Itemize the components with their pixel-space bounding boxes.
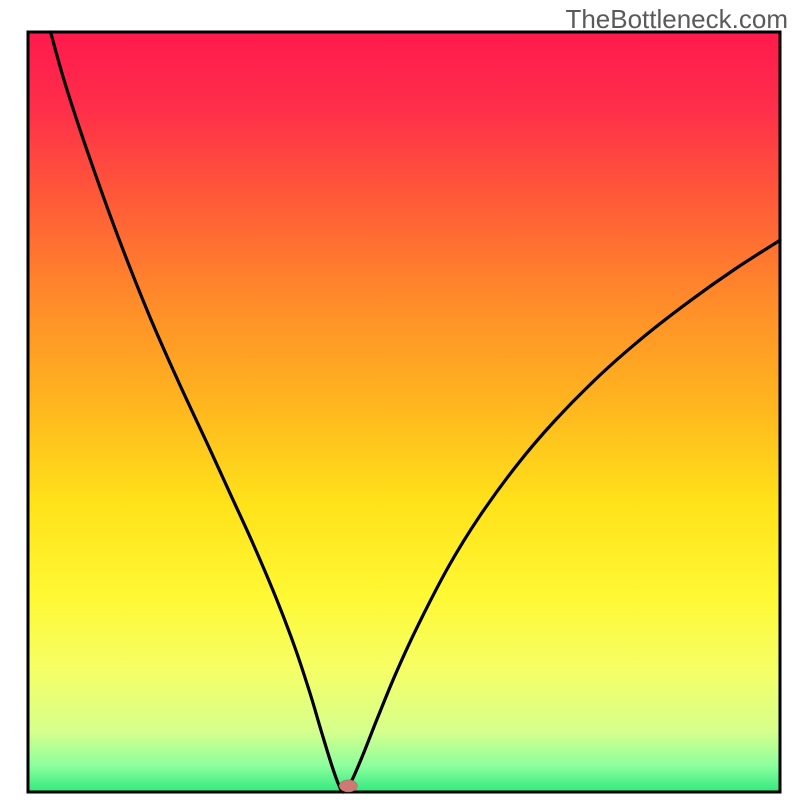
- chart-svg: [0, 0, 800, 800]
- plot-border: [28, 32, 780, 792]
- chart-container: TheBottleneck.com: [0, 0, 800, 800]
- optimal-marker: [339, 780, 357, 792]
- bottleneck-curve: [51, 32, 780, 792]
- watermark-text: TheBottleneck.com: [565, 4, 788, 35]
